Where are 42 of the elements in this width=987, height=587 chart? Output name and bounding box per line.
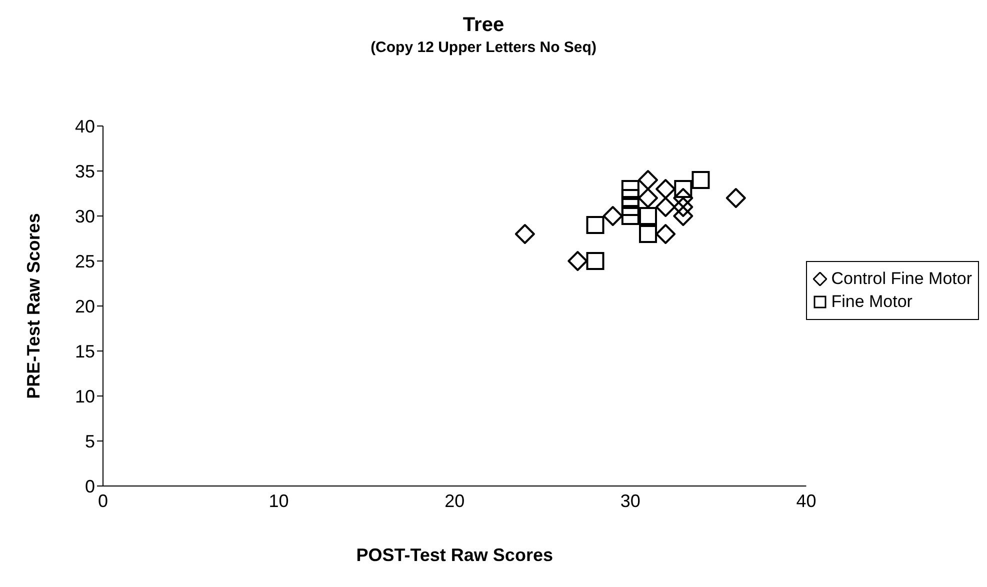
x-tick-label: 40: [796, 490, 816, 511]
y-tick-label: 10: [74, 386, 95, 406]
y-tick-label: 5: [84, 431, 95, 452]
point: [586, 252, 604, 270]
y-tick-label: 40: [74, 116, 95, 136]
point: [656, 197, 676, 217]
point: [602, 206, 623, 226]
point: [726, 188, 746, 208]
y-tick-label: 25: [74, 251, 95, 272]
point: [568, 251, 588, 271]
point: [673, 206, 694, 226]
point: [621, 189, 640, 207]
point: [674, 180, 692, 198]
point: [656, 179, 676, 199]
point: [692, 171, 710, 189]
x-tick-label: 10: [268, 490, 289, 511]
point: [638, 170, 658, 190]
point: [638, 188, 658, 208]
point: [673, 197, 694, 217]
legend-label: Control Fine Motor: [831, 269, 972, 289]
point: [656, 224, 676, 244]
point: [621, 180, 640, 198]
point: [621, 198, 640, 216]
y-tick-label: 20: [74, 296, 95, 316]
chart-title: Tree: [462, 13, 506, 37]
chart-subtitle: (Copy 12 Upper Letters No Seq): [370, 39, 598, 56]
x-tick-label: 30: [620, 490, 640, 511]
point: [586, 216, 604, 234]
point: [638, 207, 657, 225]
point: [514, 224, 535, 244]
y-tick-label: 15: [74, 341, 95, 362]
x-tick-label: 0: [98, 490, 108, 511]
legend-label: Fine Motor: [831, 292, 912, 312]
point: [621, 207, 640, 225]
y-tick-label: 0: [84, 476, 95, 496]
point: [673, 188, 694, 208]
x-tick-label: 20: [444, 490, 465, 511]
point: [638, 225, 657, 243]
x-axis-title: POST-Test Raw Scores: [356, 545, 553, 565]
y-tick-label: 35: [74, 161, 95, 182]
y-axis-title: PRE-Test Raw Scores: [23, 213, 44, 399]
y-tick-label: 30: [74, 206, 95, 226]
